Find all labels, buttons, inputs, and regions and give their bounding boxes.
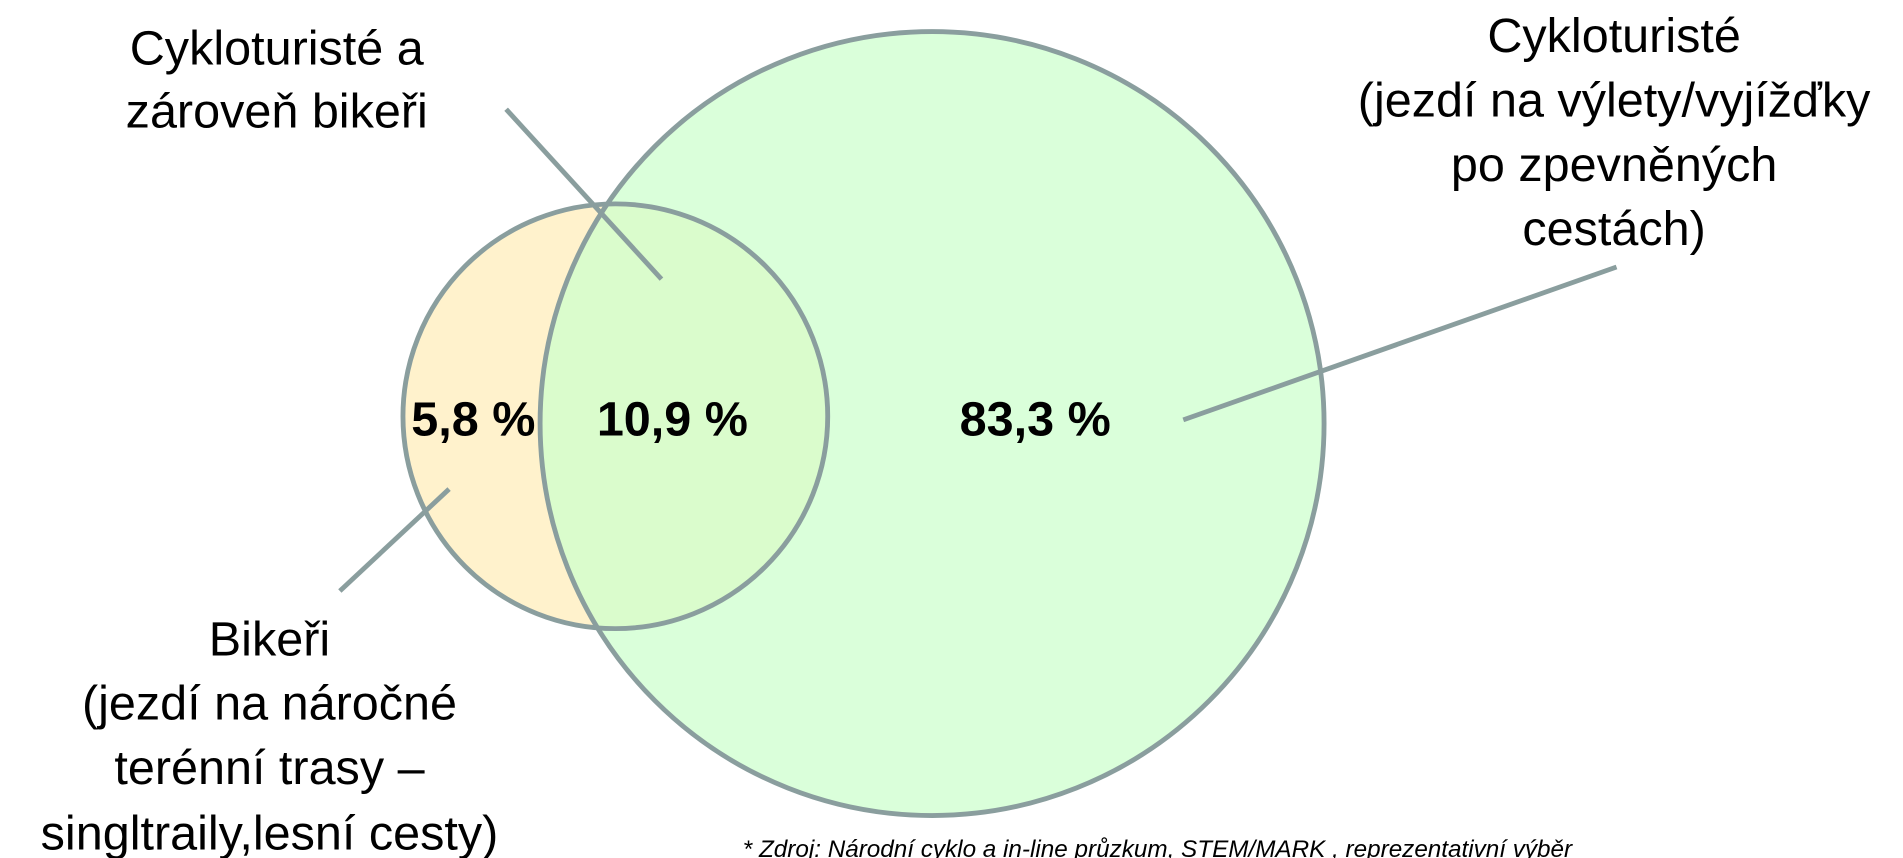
cyclotourists-label: po zpevněných: [1451, 138, 1777, 192]
bikers-label: terénní trasy –: [114, 741, 424, 795]
footnote: * Zdroj: Národní cyklo a in-line průzkum…: [743, 836, 1573, 858]
cyclotourists-label: Cykloturisté: [1487, 9, 1741, 63]
bikers-label: (jezdí na náročné: [82, 677, 457, 731]
bikers-only-value: 5,8 %: [411, 393, 535, 447]
bikers-pointer: [338, 487, 451, 593]
cyclotourists-pointer: [1182, 264, 1618, 423]
overlap-label: Cykloturisté a: [130, 21, 424, 75]
cyclotourists-only-value: 83,3 %: [960, 393, 1111, 447]
bikers-label: Bikeři: [209, 612, 330, 666]
cyclotourists-circle-fill: [540, 31, 1325, 816]
cyclotourists-label: cestách): [1522, 202, 1705, 256]
bikers-circle: [400, 201, 831, 632]
cyclotourists-label: (jezdí na výlety/vyjížďky: [1358, 74, 1871, 128]
both-value: 10,9 %: [597, 393, 748, 447]
bikers-label: singltraily,lesní cesty): [41, 807, 499, 858]
overlap-label: zároveň bikeři: [126, 84, 428, 138]
cyclotourists-circle: [537, 29, 1327, 818]
overlap-pointer: [504, 107, 664, 281]
